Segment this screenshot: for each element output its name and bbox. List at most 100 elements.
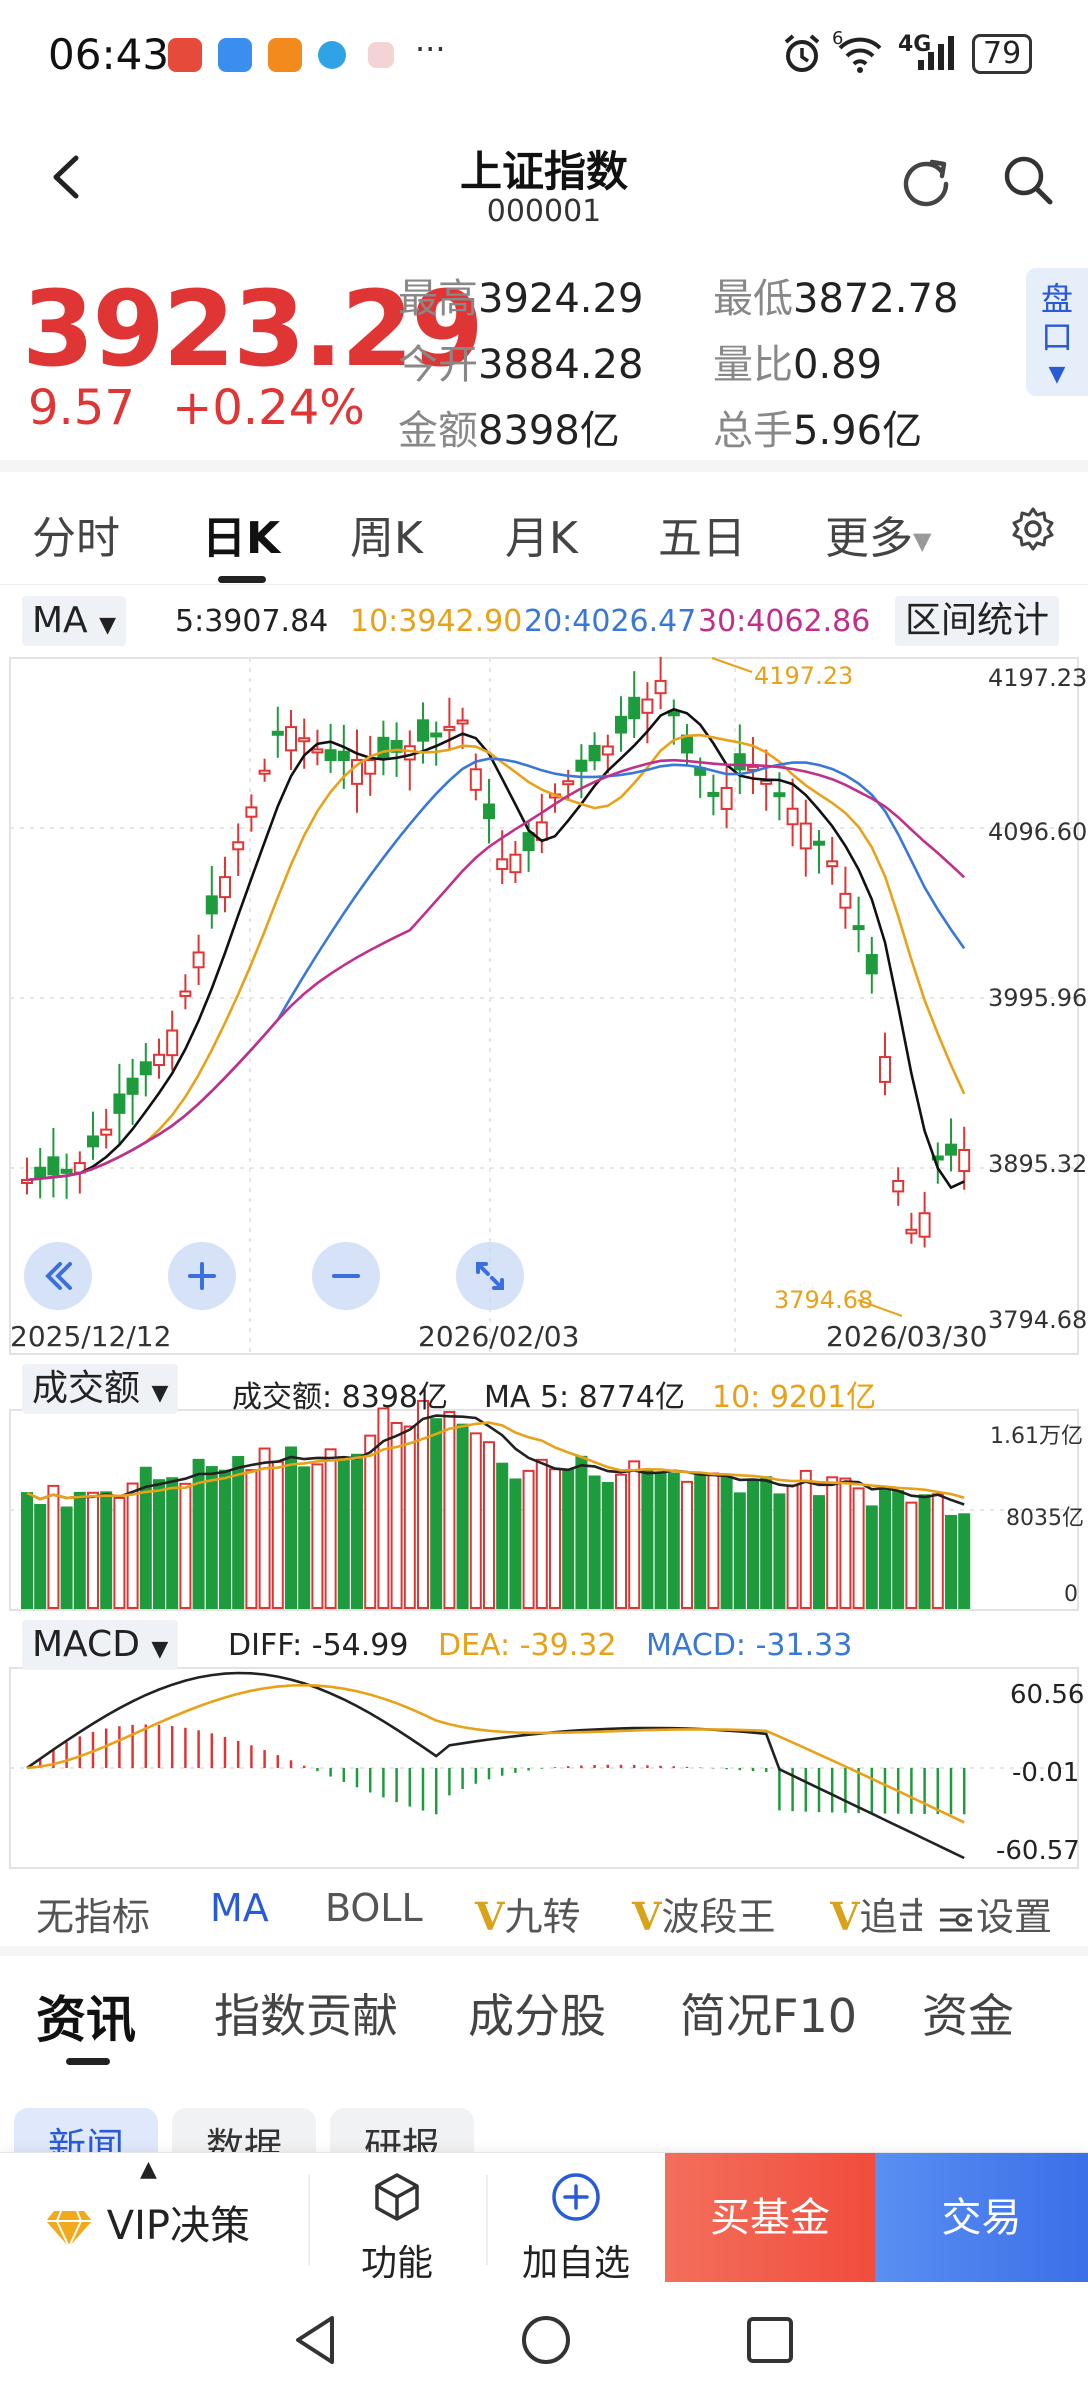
volume-bar: [87, 1491, 99, 1609]
nav-home-icon[interactable]: [518, 2312, 574, 2372]
volume-bar: [443, 1411, 456, 1610]
kline-chart[interactable]: [0, 0, 1088, 1880]
volume-axis-label: 8035亿: [1006, 1506, 1084, 1531]
nav-recents-icon[interactable]: [744, 2314, 796, 2370]
price-axis-label: 4197.23: [988, 664, 1088, 692]
tab-profile-f10[interactable]: 简况F10: [680, 1989, 857, 2043]
candle-body: [245, 806, 258, 818]
search-icon[interactable]: [998, 150, 1058, 210]
volume-bar: [694, 1472, 707, 1610]
ma10-value: 10:3942.90: [350, 604, 523, 639]
nav-back-icon[interactable]: [290, 2312, 340, 2372]
expand-up-icon[interactable]: ▲: [140, 2157, 157, 2182]
volume-bar: [799, 1469, 812, 1609]
candle-body: [205, 895, 218, 915]
chart-settings-gear-icon[interactable]: [1010, 506, 1056, 556]
volume-bar: [905, 1501, 918, 1610]
vip-decision-button[interactable]: VIP决策: [44, 2193, 250, 2251]
tab-capital[interactable]: 资金: [922, 1989, 1014, 2043]
indicator-boduanwang[interactable]: V波段王: [632, 1894, 776, 1939]
volume-indicator-dropdown[interactable]: 成交额 ▼: [22, 1364, 179, 1414]
volume-bar: [549, 1468, 561, 1610]
add-watchlist-button[interactable]: 加自选: [514, 2169, 638, 2286]
macd-value: MACD: -31.33: [646, 1628, 853, 1663]
zoom-out-button[interactable]: [312, 1242, 380, 1310]
indicator-none[interactable]: 无指标: [36, 1895, 151, 1939]
ma5-value: 5:3907.84: [175, 604, 329, 639]
indicator-zhuiji[interactable]: V追击: [830, 1894, 922, 1939]
indicator-boll[interactable]: BOLL: [325, 1886, 423, 1930]
volume-axis-label: 1.61万亿: [990, 1424, 1083, 1449]
volume-bar: [931, 1493, 944, 1610]
main-indicator-dropdown[interactable]: MA ▼: [22, 596, 127, 646]
refresh-icon[interactable]: [896, 150, 956, 210]
indicator-settings[interactable]: 设置: [930, 1886, 1053, 1941]
volume-bar: [139, 1466, 152, 1609]
price-axis-label: 4096.60: [988, 818, 1088, 846]
volume-bar: [773, 1493, 786, 1610]
indicator-jiuzhuan[interactable]: V九转: [475, 1894, 581, 1939]
ma20-value: 20:4026.47: [524, 604, 697, 639]
candle-body: [351, 759, 363, 785]
function-button[interactable]: 功能: [342, 2169, 452, 2286]
more-notifications-icon: ···: [415, 30, 446, 68]
date-axis-label: 2026/02/03: [418, 1320, 580, 1353]
back-arrow-icon[interactable]: [46, 152, 86, 202]
tab-index-contribution[interactable]: 指数贡献: [214, 1989, 398, 2043]
high-annotation-leader: [711, 657, 753, 673]
volume-bar: [337, 1456, 350, 1610]
volume-bar: [232, 1456, 245, 1609]
candle-body: [285, 726, 297, 752]
tab-intraday[interactable]: 分时: [32, 513, 120, 564]
active-tab-underline: [218, 576, 266, 583]
candle-body: [100, 1128, 113, 1136]
buy-fund-button[interactable]: 买基金: [665, 2153, 875, 2283]
candle-body: [905, 1228, 918, 1235]
candle-body: [34, 1166, 47, 1179]
volume-bar: [364, 1434, 377, 1610]
tab-monthly-k[interactable]: 月K: [505, 513, 578, 564]
volume-bar: [615, 1473, 627, 1609]
order-book-button[interactable]: 盘口 ▼: [1026, 268, 1088, 396]
indicator-ma[interactable]: MA: [210, 1886, 269, 1930]
candle-body: [298, 737, 311, 743]
candle-body: [456, 719, 469, 725]
macd-axis-label: -0.01: [1012, 1758, 1080, 1788]
volume-bar: [945, 1514, 957, 1610]
scroll-left-button[interactable]: [24, 1242, 92, 1310]
candle-body: [232, 841, 245, 851]
range-stats-button[interactable]: 区间统计: [895, 596, 1060, 646]
price-axis-label: 3995.96: [988, 984, 1088, 1012]
candle-body: [667, 710, 680, 717]
candle-body: [615, 715, 627, 734]
tab-constituents[interactable]: 成分股: [468, 1989, 606, 2043]
open-stat: 今开3884.28: [398, 342, 644, 388]
high-stat: 最高3924.29: [398, 276, 644, 322]
volume-bar: [126, 1482, 139, 1610]
volume-bar: [879, 1489, 891, 1610]
fullscreen-button[interactable]: [456, 1242, 524, 1310]
volume-ma10-line: [26, 1421, 965, 1501]
trade-button[interactable]: 交易: [875, 2153, 1088, 2283]
volume-bar: [575, 1455, 588, 1609]
candle-body: [641, 698, 654, 714]
tab-daily-k[interactable]: 日K: [202, 513, 281, 564]
candle-body: [839, 892, 852, 909]
volume-bar: [588, 1475, 601, 1609]
macd-dea-value: DEA: -39.32: [438, 1628, 617, 1663]
tab-five-day[interactable]: 五日: [658, 513, 746, 564]
candle-body: [654, 679, 667, 695]
candle-body: [601, 745, 614, 756]
volume-bar: [100, 1491, 113, 1610]
volume-bar: [390, 1421, 403, 1610]
tab-weekly-k[interactable]: 周K: [350, 513, 423, 564]
macd-indicator-dropdown[interactable]: MACD ▼: [22, 1620, 179, 1670]
zoom-in-button[interactable]: [168, 1242, 236, 1310]
tab-more[interactable]: 更多▼: [825, 513, 932, 564]
volume-bar: [179, 1482, 192, 1610]
volume-bar: [403, 1425, 416, 1610]
volume-bar: [377, 1407, 390, 1609]
wifi-icon: [836, 34, 884, 78]
volume-bar: [733, 1492, 746, 1609]
tab-news-info[interactable]: 资讯: [36, 1991, 136, 2049]
